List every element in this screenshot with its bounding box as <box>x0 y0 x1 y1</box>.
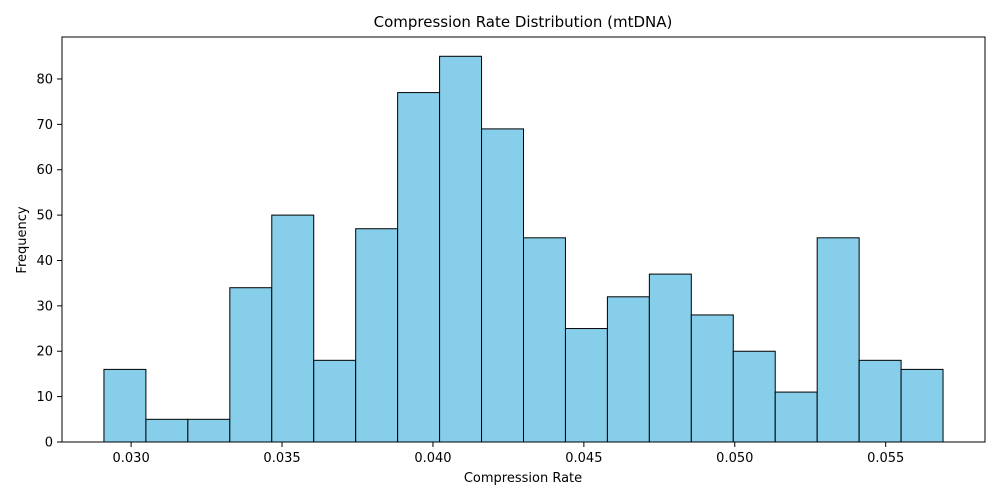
x-tick-label: 0.030 <box>113 451 150 466</box>
y-axis-label: Frequency <box>15 206 30 273</box>
y-tick-label: 40 <box>36 254 53 269</box>
chart-title: Compression Rate Distribution (mtDNA) <box>374 13 673 31</box>
histogram-bar <box>439 55 483 443</box>
histogram-bar <box>564 328 608 443</box>
y-tick-label: 60 <box>36 163 53 178</box>
histogram-bar <box>229 287 273 443</box>
histogram-bar <box>481 128 524 443</box>
x-tick-label: 0.040 <box>414 451 451 466</box>
histogram-bar <box>732 350 776 443</box>
x-tick-label: 0.035 <box>263 451 300 466</box>
y-tick-label: 50 <box>36 209 53 224</box>
y-tick-label: 70 <box>36 118 53 133</box>
y-tick-label: 20 <box>36 345 53 360</box>
bars-group <box>103 55 944 443</box>
histogram-bar <box>900 368 944 443</box>
plot-frame <box>61 36 986 443</box>
x-tick-label: 0.050 <box>716 451 753 466</box>
x-axis: 0.030 0.035 0.040 0.045 0.050 0.055 <box>113 442 904 466</box>
histogram-bar <box>606 296 650 443</box>
y-axis: 0 10 20 30 40 50 60 70 80 <box>36 72 62 451</box>
x-tick-label: 0.055 <box>867 451 904 466</box>
histogram-bar <box>690 314 734 443</box>
y-tick-label: 30 <box>36 299 53 314</box>
histogram-bar <box>103 368 147 443</box>
histogram-bar <box>858 359 902 443</box>
histogram-bar <box>145 418 189 443</box>
histogram-bar <box>816 237 860 443</box>
histogram-bar <box>271 214 315 443</box>
y-tick-label: 10 <box>36 390 53 405</box>
y-tick-label: 80 <box>36 72 53 87</box>
y-tick-label: 0 <box>45 436 53 451</box>
x-tick-label: 0.045 <box>565 451 602 466</box>
histogram-bar <box>774 391 818 443</box>
histogram-bar <box>355 228 399 443</box>
histogram-bar <box>313 359 357 443</box>
histogram-bar <box>187 418 231 443</box>
histogram-bar <box>397 92 441 443</box>
histogram-bar <box>523 237 566 443</box>
histogram-bar <box>648 273 692 443</box>
x-axis-label: Compression Rate <box>464 471 582 486</box>
